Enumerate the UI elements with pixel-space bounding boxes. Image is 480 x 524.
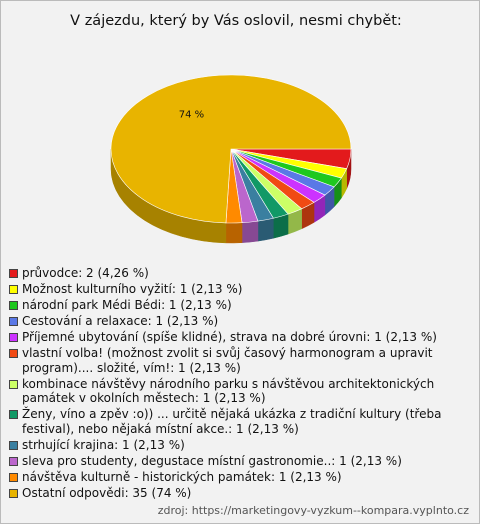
legend-label: strhující krajina: 1 (2,13 %): [22, 437, 185, 452]
legend-item: Příjemné ubytování (spíše klidné), strav…: [9, 330, 449, 345]
pie-slice: [110, 74, 352, 224]
slice-side: [241, 220, 259, 243]
legend-swatch: [9, 285, 18, 294]
legend-label: Cestování a relaxace: 1 (2,13 %): [22, 314, 219, 328]
legend-swatch: [9, 317, 18, 326]
legend-swatch: [9, 472, 18, 482]
legend-swatch: [9, 488, 18, 498]
legend-item: vlastní volba! (možnost zvolit si svůj č…: [9, 346, 449, 375]
legend-item: Ženy, víno a zpěv :o)) ... určitě nějaká…: [9, 407, 449, 436]
legend-swatch: [9, 349, 18, 358]
legend-label: Příjemné ubytování (spíše klidné), strav…: [22, 330, 437, 344]
legend-item: strhující krajina: 1 (2,13 %): [9, 438, 449, 453]
legend-swatch: [9, 440, 18, 450]
legend-swatch: [9, 410, 18, 419]
slice-side: [257, 217, 274, 242]
legend-item: kombinace návštěvy národního parku s náv…: [9, 377, 449, 406]
legend-item: průvodce: 2 (4,26 %): [9, 266, 449, 281]
legend-label: vlastní volba! (možnost zvolit si svůj č…: [22, 346, 433, 375]
legend-item: Ostatní odpovědi: 35 (74 %): [9, 486, 449, 501]
legend-label: Ženy, víno a zpěv :o)) ... určitě nějaká…: [22, 407, 442, 436]
legend-label: Ostatní odpovědi: 35 (74 %): [22, 485, 192, 500]
pie-area: V zájezdu, který by Vás oslovil, nesmi c…: [70, 13, 402, 244]
legend-item: sleva pro studenty, degustace místní gas…: [9, 454, 449, 469]
legend-swatch: [9, 301, 18, 310]
chart-title: V zájezdu, který by Vás oslovil, nesmi c…: [70, 13, 402, 29]
legend-label: kombinace návštěvy národního parku s náv…: [22, 376, 435, 406]
legend-label: návštěva kulturně - historických památek…: [22, 469, 342, 484]
slice-side: [225, 222, 243, 244]
legend-label: sleva pro studenty, degustace místní gas…: [22, 453, 402, 468]
legend-label: národní park Médi Bédi: 1 (2,13 %): [22, 298, 232, 312]
value-label: 74 %: [179, 109, 204, 120]
legend-label: Možnost kulturního vyžití: 1 (2,13 %): [22, 282, 243, 296]
legend-item: Cestování a relaxace: 1 (2,13 %): [9, 314, 449, 329]
source: zdroj: https://marketingovy-vyzkum--komp…: [157, 504, 469, 517]
legend-swatch: [9, 456, 18, 466]
legend-swatch: [9, 269, 18, 278]
legend: průvodce: 2 (4,26 %) Možnost kulturního v…: [9, 266, 449, 502]
legend-swatch: [9, 379, 18, 389]
legend-item: národní park Médi Bédi: 1 (2,13 %): [9, 298, 449, 313]
legend-swatch: [9, 333, 18, 342]
legend-item: Možnost kulturního vyžití: 1 (2,13 %): [9, 282, 449, 297]
legend-label: průvodce: 2 (4,26 %): [22, 266, 149, 280]
legend-item: návštěva kulturně - historických památek…: [9, 470, 449, 485]
